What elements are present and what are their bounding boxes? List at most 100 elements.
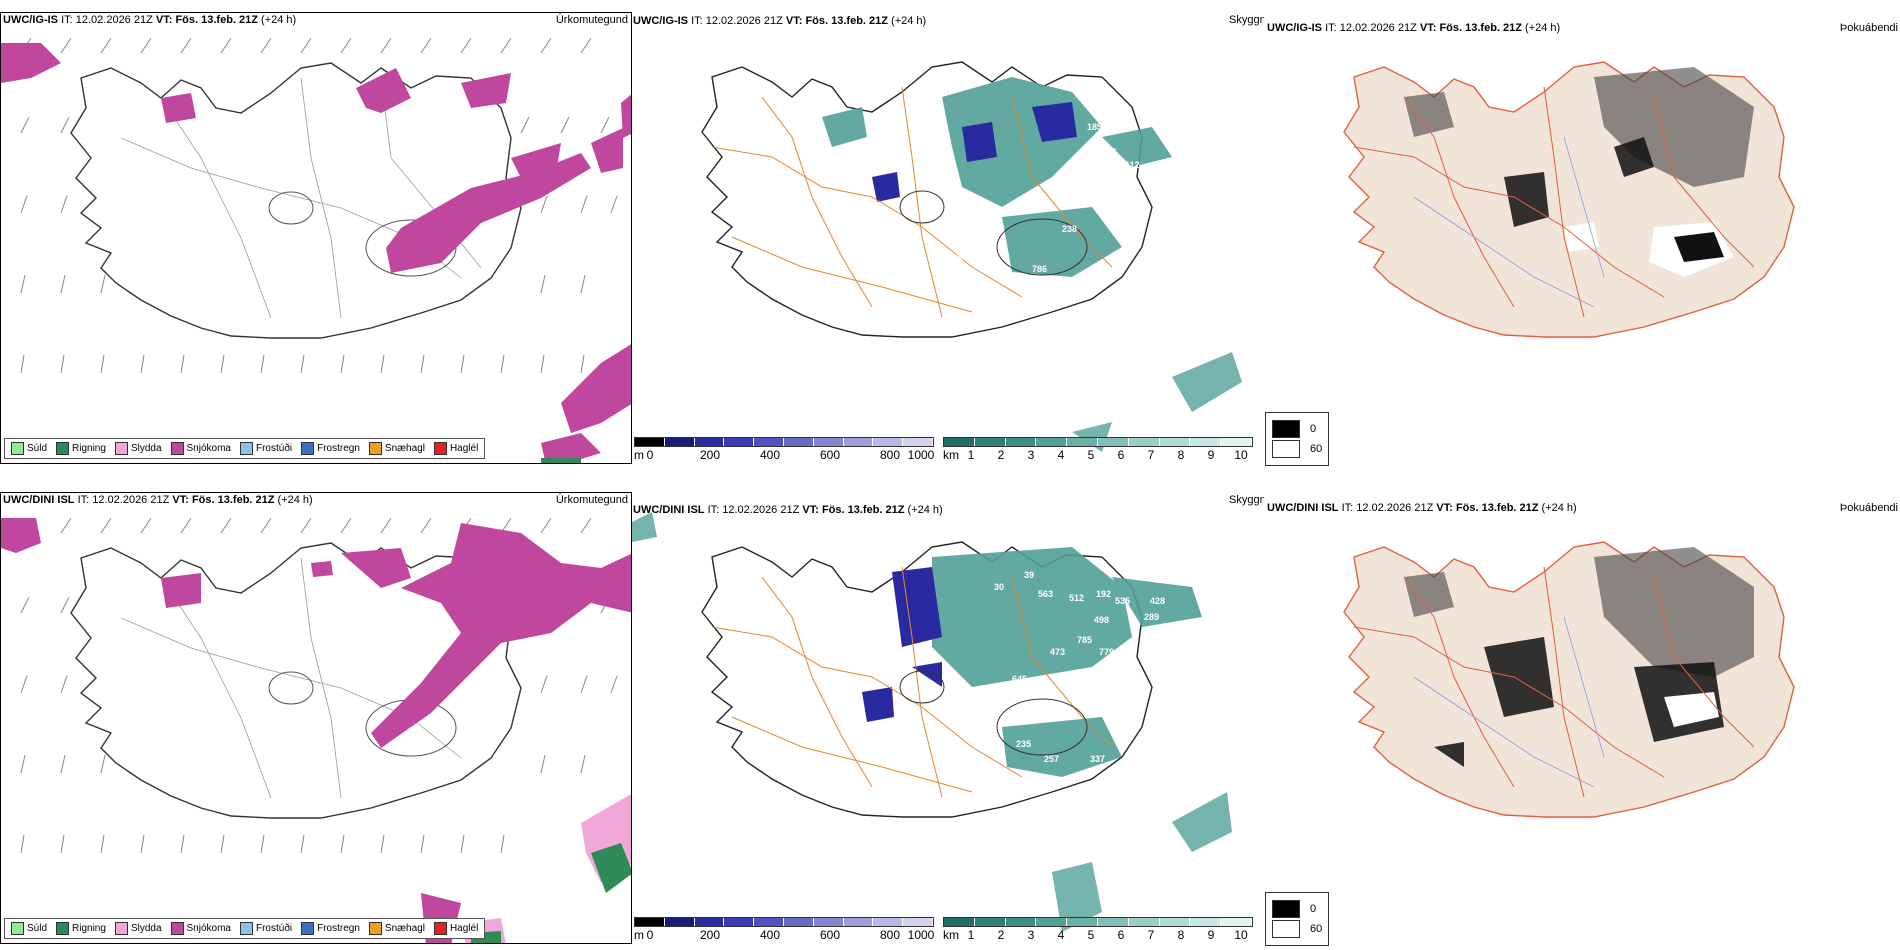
legend-item: Snæhagl	[368, 442, 425, 455]
value-label: 779	[1099, 647, 1115, 657]
value-label: 883	[1089, 280, 1105, 290]
value-label: 257	[1044, 754, 1060, 764]
legend-swatch	[114, 922, 128, 935]
fog-legend-top: 0 60	[1265, 412, 1330, 466]
colorbar-tick: 8	[1177, 928, 1185, 942]
colorbar-tick: 800	[879, 448, 901, 462]
colorbar-tick: 3	[1027, 448, 1035, 462]
legend-item: Haglél	[433, 442, 478, 455]
legend-swatch	[368, 922, 382, 935]
colorbar-tick: 2	[997, 928, 1005, 942]
visibility-colorbar: km 1 2 3 4 5 6 7 8 9 10	[943, 917, 1253, 944]
precip-legend: Súld Rigning Slydda Snjókoma Frostúði Fr…	[4, 918, 486, 939]
value-label: 30	[994, 582, 1005, 592]
colorbar-tick: 7	[1147, 448, 1155, 462]
fog-legend-item: 0	[1272, 420, 1322, 438]
legend-item: Snjókoma	[170, 922, 231, 935]
panel-title: Skyggni	[1229, 14, 1264, 26]
value-label: 428	[1150, 596, 1166, 606]
legend-item: Haglél	[433, 922, 478, 935]
panel-header: UWC/IG-IS IT: 12.02.2026 21Z VT: Fös. 13…	[3, 14, 297, 26]
legend-swatch	[301, 922, 315, 935]
legend-swatch	[1272, 420, 1300, 438]
colorbar-unit: km	[943, 928, 959, 942]
colorbar-tick: 9	[1207, 448, 1215, 462]
colorbar-tick: 400	[759, 448, 781, 462]
value-label: 39	[1024, 570, 1035, 580]
value-label: 112	[1125, 160, 1140, 170]
legend-swatch	[1272, 900, 1300, 918]
panel-title: Þokuábendi	[1839, 22, 1898, 34]
legend-item: Slydda	[114, 442, 162, 455]
panel-title: Þokuábendi	[1839, 502, 1898, 514]
colorbar-tick: 200	[699, 448, 721, 462]
value-label: 786	[1032, 264, 1048, 274]
panel-header: UWC/IG-IS IT: 12.02.2026 21Z VT: Fös. 13…	[1267, 22, 1561, 34]
value-label: 882	[1154, 182, 1170, 192]
colorbar-tick: 1000	[907, 448, 935, 462]
cloudbase-colorbar: m 0 200 400 600 800 1000	[634, 437, 934, 464]
legend-swatch	[433, 442, 447, 455]
value-label: 337	[1090, 754, 1106, 764]
fog-panel-bottom: UWC/DINI ISL IT: 12.02.2026 21Z VT: Fös.…	[1264, 492, 1900, 892]
precip-type-panel-bottom: UWC/DINI ISL IT: 12.02.2026 21Z VT: Fös.…	[0, 492, 632, 944]
legend-item: Snjókoma	[170, 442, 231, 455]
value-label: 512	[1069, 593, 1085, 603]
fog-map-top	[1343, 61, 1795, 338]
panel-title: Úrkomutegund	[555, 494, 628, 506]
legend-swatch	[11, 442, 24, 455]
colorbar-tick: 1	[967, 448, 975, 462]
value-label: 563	[1038, 589, 1054, 599]
fog-legend-item: 60	[1272, 440, 1322, 458]
colorbar-tick: 0	[646, 448, 654, 462]
colorbar-unit: m	[634, 928, 644, 942]
fog-legend-bottom: 0 60	[1265, 892, 1330, 946]
visibility-panel-bottom: UWC/DINI ISL IT: 12.02.2026 21Z VT: Fös.…	[632, 492, 1264, 944]
panel-header: UWC/DINI ISL IT: 12.02.2026 21Z VT: Fös.…	[633, 504, 943, 516]
value-label: 165	[1102, 147, 1118, 157]
legend-item: Snæhagl	[368, 922, 425, 935]
visibility-map-bottom	[632, 512, 1232, 932]
legend-swatch	[170, 442, 184, 455]
value-label: 289	[1144, 612, 1160, 622]
colorbar-strip	[943, 437, 1253, 447]
value-label: 192	[1096, 589, 1112, 599]
legend-swatch	[170, 922, 184, 935]
visibility-colorbar: km 1 2 3 4 5 6 7 8 9 10	[943, 437, 1253, 464]
colorbar-strip	[943, 917, 1253, 927]
legend-swatch	[1272, 440, 1300, 458]
legend-item: Súld	[11, 442, 47, 455]
legend-item: Frostúði	[239, 922, 292, 935]
legend-swatch	[1272, 920, 1300, 938]
colorbar-tick: 1	[967, 928, 975, 942]
colorbar-tick: 400	[759, 928, 781, 942]
colorbar-tick: 2	[997, 448, 1005, 462]
colorbar-tick: 0	[646, 928, 654, 942]
legend-swatch	[433, 922, 447, 935]
colorbar-tick: 600	[819, 928, 841, 942]
panel-header: UWC/DINI ISL IT: 12.02.2026 21Z VT: Fös.…	[1267, 502, 1577, 514]
value-label: 785	[1077, 635, 1093, 645]
panel-header: UWC/IG-IS IT: 12.02.2026 21Z VT: Fös. 13…	[633, 15, 927, 27]
colorbar-tick: 1000	[907, 928, 935, 942]
colorbar-tick: 4	[1057, 928, 1065, 942]
fog-panel-top: UWC/IG-IS IT: 12.02.2026 21Z VT: Fös. 13…	[1264, 12, 1900, 464]
legend-swatch	[368, 442, 382, 455]
legend-swatch	[11, 922, 24, 935]
value-label: 185	[1087, 122, 1103, 132]
legend-item: Slydda	[114, 922, 162, 935]
panel-header: UWC/DINI ISL IT: 12.02.2026 21Z VT: Fös.…	[3, 494, 313, 506]
value-label: 257	[1123, 642, 1139, 652]
panel-title: Skyggni	[1229, 494, 1264, 506]
precip-map-bottom	[1, 517, 631, 943]
value-label: 139	[948, 253, 964, 263]
colorbar-tick: 600	[819, 448, 841, 462]
fog-map-bottom	[1343, 541, 1795, 818]
value-label: 590	[1020, 280, 1036, 290]
colorbar-tick: 10	[1234, 448, 1248, 462]
legend-item: Frostregn	[301, 922, 360, 935]
colorbar-tick: 10	[1234, 928, 1248, 942]
value-label: 645	[1012, 674, 1028, 684]
colorbar-tick: 6	[1117, 928, 1125, 942]
legend-item: Frostregn	[301, 442, 360, 455]
